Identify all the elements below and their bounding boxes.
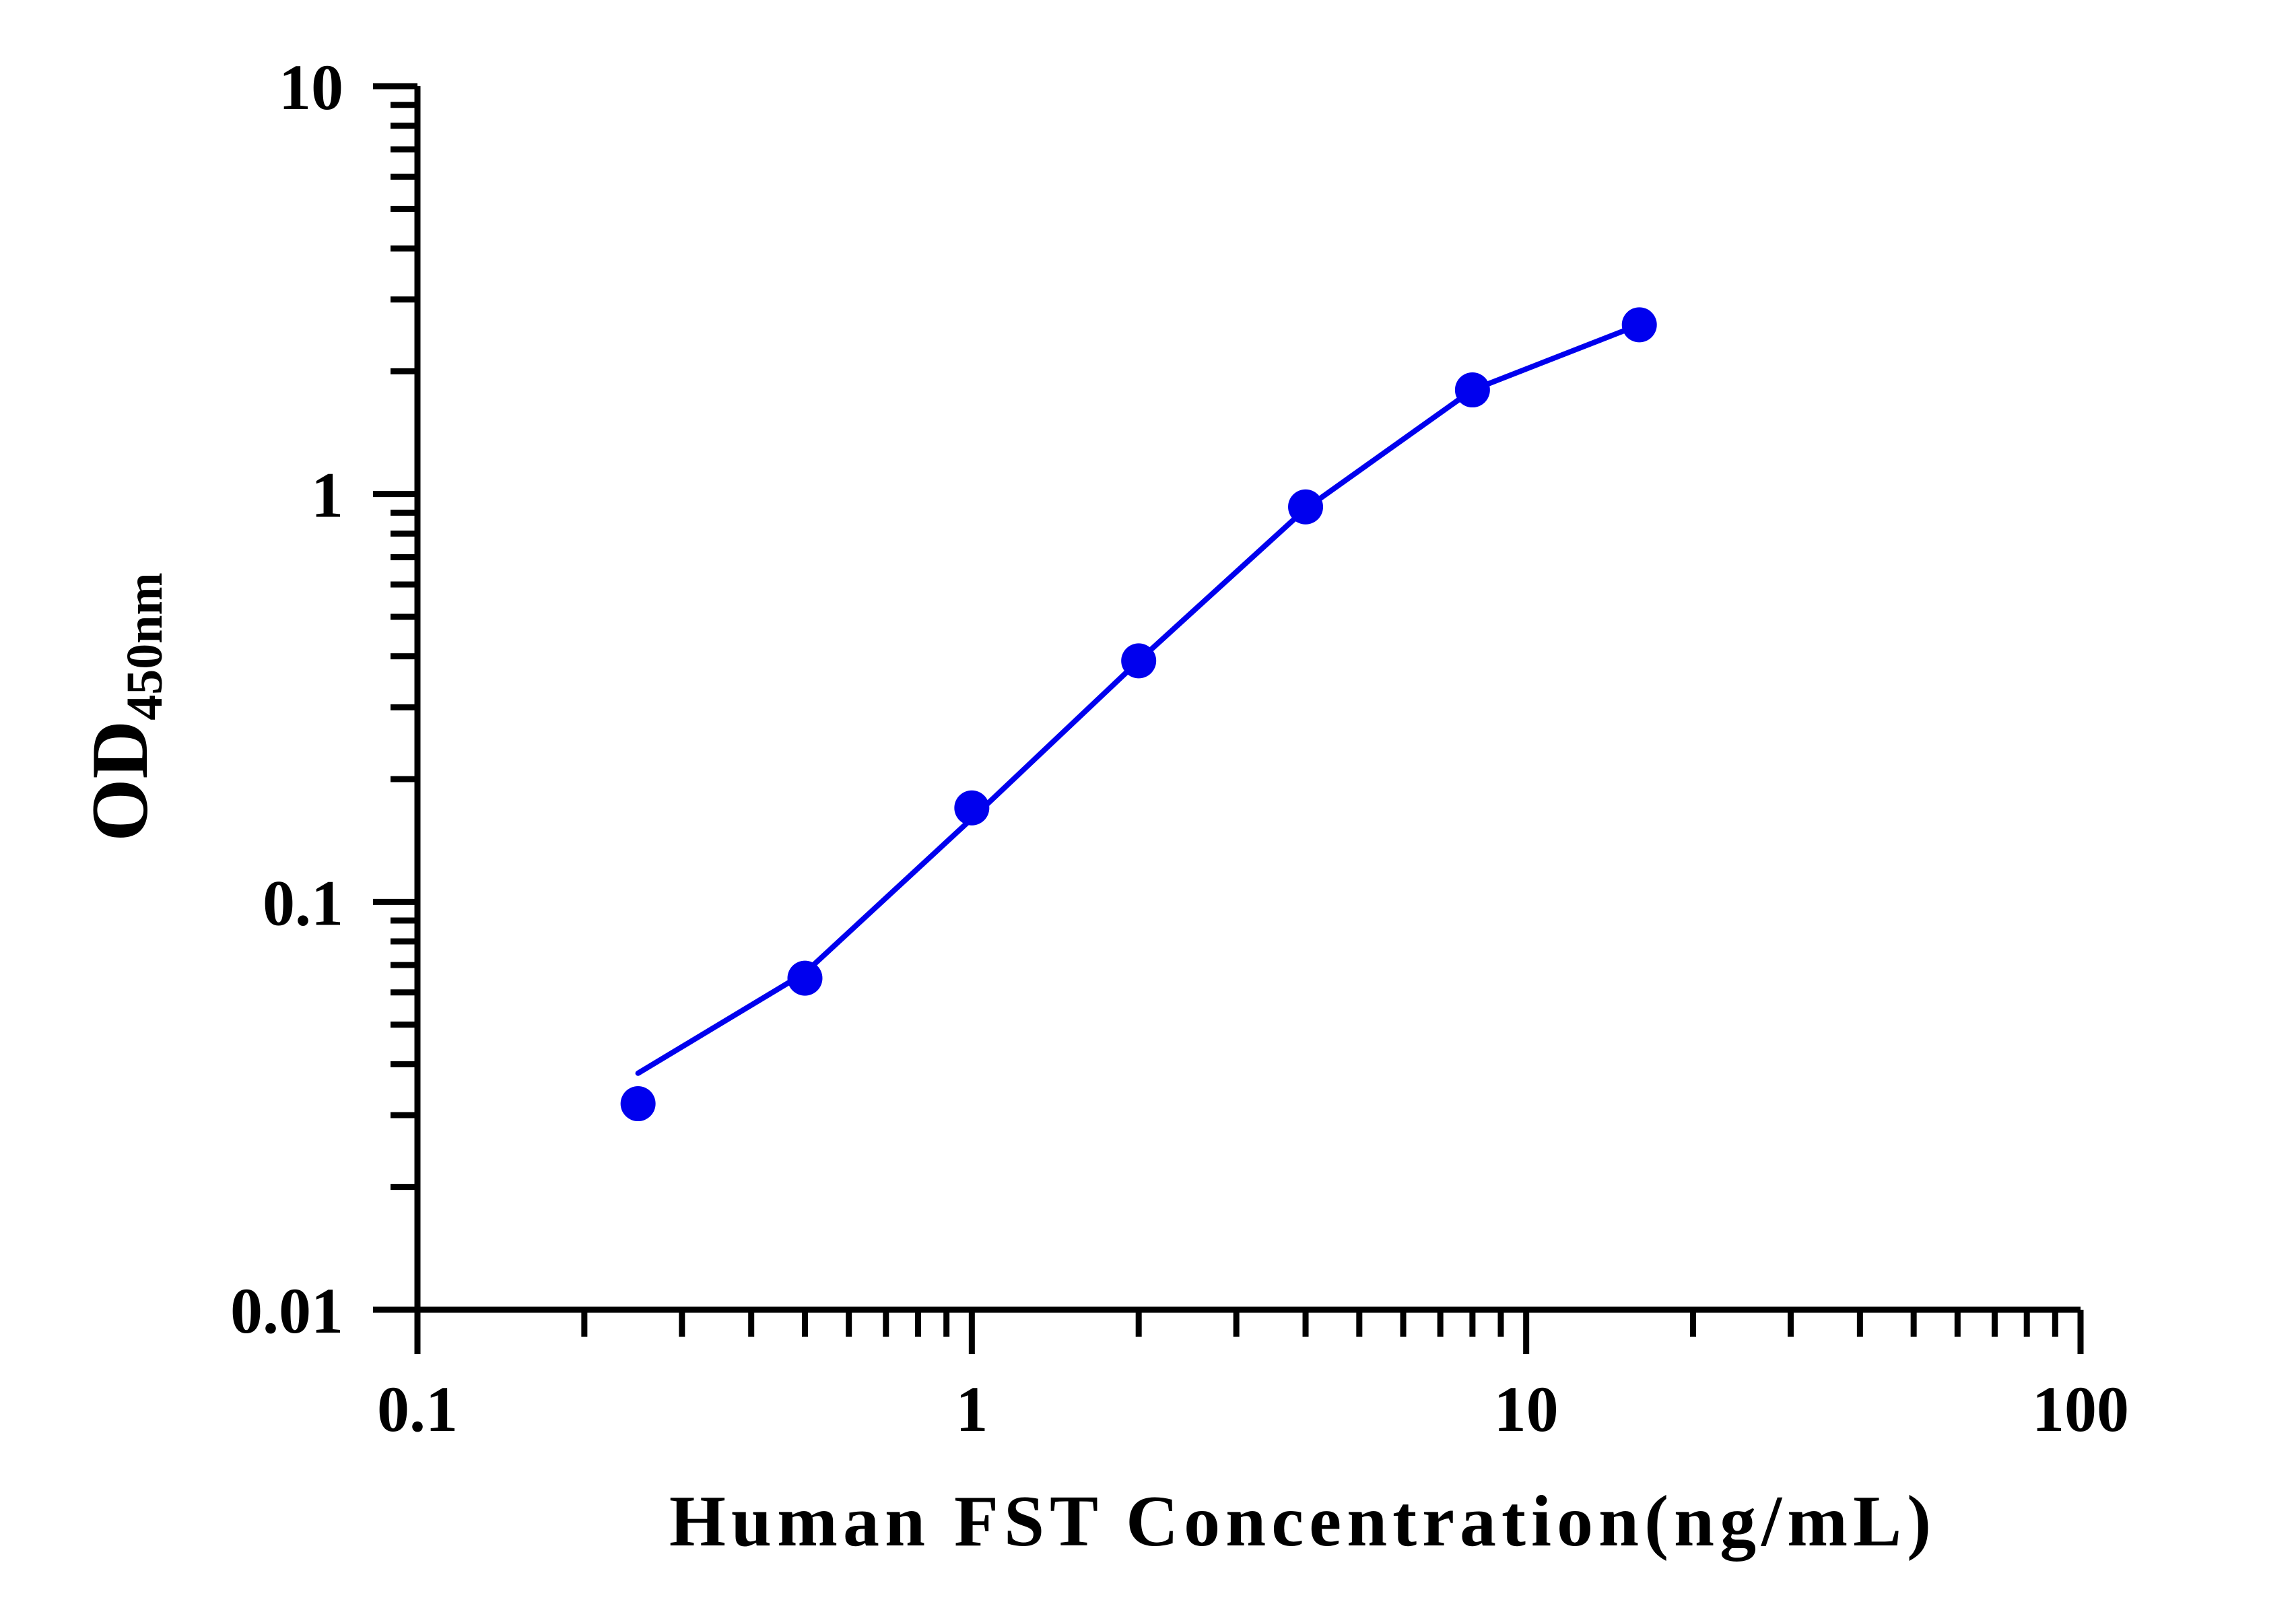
y-tick-label: 0.1 <box>263 867 343 939</box>
y-axis-title: OD450nm <box>75 572 173 842</box>
x-tick-label: 100 <box>2032 1373 2129 1445</box>
data-series <box>620 307 1657 1122</box>
data-point <box>620 1086 656 1122</box>
data-point <box>1454 372 1490 408</box>
y-tick-label: 10 <box>279 51 343 123</box>
y-tick-label: 1 <box>311 459 343 531</box>
tick-labels: 0.1 1 10 100 0.01 0.1 1 10 <box>230 51 2129 1445</box>
axes <box>414 86 2081 1313</box>
ticks <box>373 83 2084 1354</box>
y-axis-title-subscript: 450nm <box>116 572 173 721</box>
y-axis-title-main: OD <box>75 721 164 842</box>
x-tick-label: 10 <box>1494 1373 1559 1445</box>
data-point <box>1288 489 1324 525</box>
fitted-curve <box>635 322 1642 1076</box>
x-tick-label: 1 <box>955 1373 988 1445</box>
data-point <box>1621 307 1657 343</box>
x-tick-label: 0.1 <box>377 1373 458 1445</box>
x-axis-title: Human FST Concentration(ng/mL) <box>669 1481 1936 1562</box>
data-point <box>954 790 990 826</box>
data-point <box>787 960 823 996</box>
data-point <box>1121 643 1157 679</box>
y-tick-label: 0.01 <box>230 1275 343 1347</box>
